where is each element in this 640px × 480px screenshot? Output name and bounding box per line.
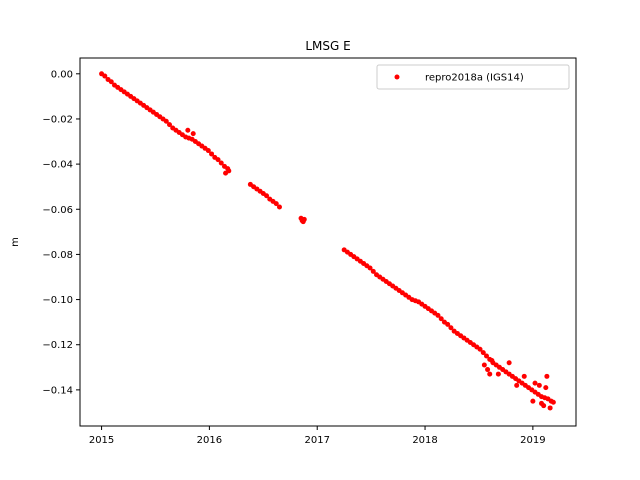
data-point	[485, 367, 491, 373]
data-point	[215, 157, 221, 163]
y-tick-label: −0.04	[42, 160, 73, 171]
data-point	[448, 325, 454, 331]
data-point	[438, 316, 444, 322]
data-point	[108, 79, 114, 85]
data-point	[480, 350, 486, 356]
data-point	[544, 373, 550, 379]
data-point	[367, 265, 373, 271]
data-point	[370, 268, 376, 274]
data-point	[435, 312, 441, 318]
data-point	[477, 346, 483, 352]
data-point	[530, 398, 536, 404]
data-point	[514, 382, 520, 388]
data-point	[506, 360, 512, 366]
y-tick-label: −0.14	[42, 385, 73, 396]
data-point	[550, 399, 556, 405]
x-tick-label: 2019	[520, 435, 545, 446]
data-point	[536, 382, 542, 388]
data-point	[547, 405, 553, 411]
data-point	[190, 131, 196, 137]
data-point	[102, 73, 108, 79]
data-point	[543, 385, 549, 391]
data-point	[301, 216, 307, 222]
x-axis: 2015 2016 2017 2018 2019	[89, 426, 546, 446]
y-tick-label: −0.08	[42, 250, 73, 261]
plot-area	[99, 71, 556, 411]
y-tick-label: −0.02	[42, 114, 73, 125]
data-point	[218, 160, 224, 166]
y-axis: 0.00 −0.02 −0.04 −0.06 −0.08 −0.10 −0.12 −0.14	[42, 69, 80, 396]
data-point	[539, 400, 544, 406]
data-point	[163, 118, 169, 124]
data-point	[264, 193, 270, 199]
x-tick-label: 2018	[412, 435, 437, 446]
chart-title: LMSG E	[305, 39, 350, 53]
y-axis-label: m	[10, 237, 21, 247]
y-tick-label: −0.12	[42, 340, 73, 351]
data-point	[185, 127, 191, 133]
x-tick-label: 2015	[89, 435, 114, 446]
legend-box	[376, 64, 570, 90]
data-point	[487, 371, 493, 377]
legend-marker-dot	[394, 74, 400, 80]
data-point	[495, 371, 501, 377]
data-point	[484, 353, 489, 359]
data-point	[445, 321, 451, 327]
data-point	[209, 151, 215, 157]
data-point	[532, 380, 538, 386]
data-point	[205, 148, 211, 154]
data-point	[521, 373, 527, 379]
x-tick-label: 2017	[304, 435, 329, 446]
data-point	[481, 362, 487, 368]
legend: repro2018a (IGS14)	[376, 64, 570, 90]
data-point	[489, 358, 495, 364]
y-tick-label: −0.06	[42, 205, 73, 216]
data-point	[276, 204, 282, 210]
y-tick-label: 0.00	[51, 69, 73, 80]
x-tick-label: 2016	[197, 435, 222, 446]
axes-frame	[79, 57, 577, 427]
data-point	[273, 201, 279, 207]
data-point	[226, 168, 232, 174]
legend-label: repro2018a (IGS14)	[425, 73, 524, 84]
data-point	[167, 122, 172, 128]
y-tick-label: −0.10	[42, 295, 73, 306]
